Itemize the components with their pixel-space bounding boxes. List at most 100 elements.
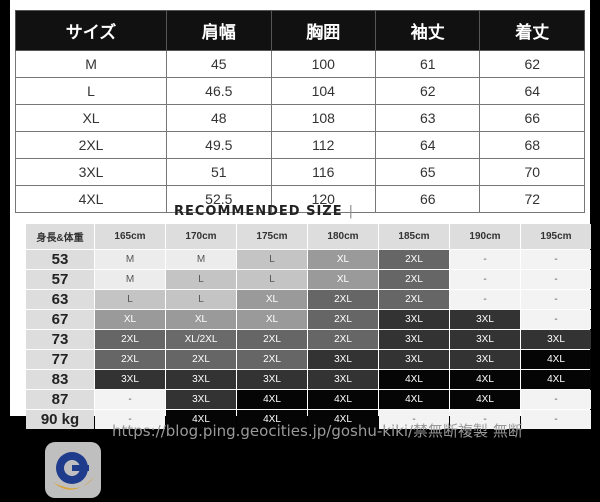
spec-cell: 66 [374, 185, 481, 213]
spec-col-header: 胸囲 [270, 10, 377, 51]
size-cell: 4XL [379, 370, 449, 389]
height-header: 165cm [95, 224, 165, 249]
height-header: 195cm [521, 224, 591, 249]
title-text: RECOMMENDED SIZE [174, 204, 343, 219]
size-cell: 3XL [95, 370, 165, 389]
spec-cell: 72 [479, 185, 585, 213]
rec-row: 73 2XL XL/2XL 2XL 2XL 3XL 3XL 3XL [26, 330, 591, 349]
size-cell: XL [237, 310, 307, 329]
size-cell: XL [166, 310, 236, 329]
size-cell: 4XL [450, 370, 520, 389]
size-cell: L [166, 270, 236, 289]
spec-cell: 66 [479, 104, 585, 132]
size-cell: 4XL [521, 350, 591, 369]
height-header: 180cm [308, 224, 378, 249]
rec-row: 57 M L L XL 2XL - - [26, 270, 591, 289]
size-cell: 2XL [237, 330, 307, 349]
size-cell: 2XL [308, 330, 378, 349]
spec-cell: 108 [270, 104, 377, 132]
size-cell: 4XL [308, 410, 378, 429]
size-cell: XL [237, 290, 307, 309]
size-cell: M [95, 250, 165, 269]
weight-label: 87 [26, 390, 94, 409]
size-cell: L [166, 290, 236, 309]
spec-row: 4XL 52.5 120 66 72 [14, 185, 585, 213]
rec-row: 83 3XL 3XL 3XL 3XL 4XL 4XL 4XL [26, 370, 591, 389]
size-cell: L [237, 270, 307, 289]
size-cell: 4XL [237, 410, 307, 429]
size-cell: 2XL [166, 350, 236, 369]
size-cell: 3XL [521, 330, 591, 349]
weight-label: 73 [26, 330, 94, 349]
size-cell: - [521, 310, 591, 329]
spec-col-header: 袖丈 [374, 10, 481, 51]
size-cell: 2XL [308, 310, 378, 329]
weight-label: 63 [26, 290, 94, 309]
rec-row: 87-3XL 4XL 4XL 4XL 4XL - [26, 390, 591, 409]
weight-label: 53 [26, 250, 94, 269]
spec-cell: 64 [479, 77, 585, 105]
height-header: 185cm [379, 224, 449, 249]
size-cell: M [166, 250, 236, 269]
spec-row: 2XL 49.5 112 64 68 [14, 131, 585, 159]
spec-cell: 4XL [14, 185, 168, 213]
size-cell: 3XL [450, 310, 520, 329]
size-cell: - [379, 410, 449, 429]
spec-cell: 116 [270, 158, 377, 186]
spec-cell: 112 [270, 131, 377, 159]
spec-cell: 120 [270, 185, 377, 213]
size-cell: M [95, 270, 165, 289]
size-cell: - [95, 410, 165, 429]
recommended-size-table: 身長&体重 165cm 170cm 175cm 180cm 185cm 190cm 195cm… [25, 223, 592, 430]
spec-cell: 3XL [14, 158, 168, 186]
rec-row: 77 2XL 2XL 2XL 3XL 3XL 3XL 4XL [26, 350, 591, 369]
spec-cell: 62 [374, 77, 481, 105]
height-header: 175cm [237, 224, 307, 249]
spec-cell: L [14, 77, 168, 105]
size-cell: 2XL [237, 350, 307, 369]
size-cell: - [450, 250, 520, 269]
spec-cell: 104 [270, 77, 377, 105]
size-cell: - [95, 390, 165, 409]
height-header: 190cm [450, 224, 520, 249]
size-cell: XL/2XL [166, 330, 236, 349]
size-cell: - [450, 410, 520, 429]
spec-cell: 51 [166, 158, 272, 186]
size-cell: 2XL [379, 250, 449, 269]
height-header: 170cm [166, 224, 236, 249]
rec-row: 90 kg -4XL 4XL 4XL - - - [26, 410, 591, 429]
size-cell: 3XL [308, 350, 378, 369]
size-spec-table: サイズ 肩幅 胸囲 袖丈 着丈 M 45 100 61 62 L 46.5 104 62 64 XL 48 10… [14, 10, 585, 213]
spec-cell: M [14, 50, 168, 78]
size-cell: 4XL [379, 390, 449, 409]
weight-label: 67 [26, 310, 94, 329]
spec-row: L 46.5 104 62 64 [14, 77, 585, 105]
spec-col-header: サイズ [14, 10, 168, 51]
size-cell: 3XL [379, 310, 449, 329]
size-cell: 4XL [237, 390, 307, 409]
size-cell: 3XL [450, 350, 520, 369]
spec-cell: 52.5 [166, 185, 272, 213]
size-cell: 3XL [308, 370, 378, 389]
spec-cell: 45 [166, 50, 272, 78]
spec-cell: 48 [166, 104, 272, 132]
rec-row: 53 M M L XL 2XL - - [26, 250, 591, 269]
brand-logo [45, 442, 101, 498]
recommended-size-title: RECOMMENDED SIZE | [174, 204, 354, 219]
weight-label: 57 [26, 270, 94, 289]
rec-row: 67 XL XL XL 2XL 3XL 3XL - [26, 310, 591, 329]
size-cell: 3XL [379, 350, 449, 369]
size-cell: - [450, 270, 520, 289]
size-cell: 4XL [521, 370, 591, 389]
spec-row: 3XL 51 116 65 70 [14, 158, 585, 186]
weight-label: 83 [26, 370, 94, 389]
spec-cell: 65 [374, 158, 481, 186]
size-cell: 2XL [95, 330, 165, 349]
size-cell: 2XL [308, 290, 378, 309]
size-cell: - [521, 410, 591, 429]
rec-header-row: 身長&体重 165cm 170cm 175cm 180cm 185cm 190cm 195cm [26, 224, 591, 249]
size-cell: 3XL [450, 330, 520, 349]
rec-row: 63 L L XL 2XL 2XL - - [26, 290, 591, 309]
spec-header-row: サイズ 肩幅 胸囲 袖丈 着丈 [14, 10, 585, 51]
size-cell: 4XL [166, 410, 236, 429]
